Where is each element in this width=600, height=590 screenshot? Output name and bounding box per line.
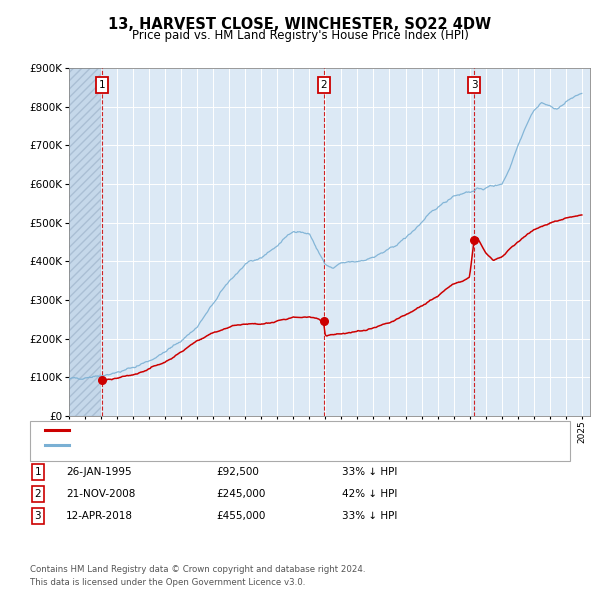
Text: 33% ↓ HPI: 33% ↓ HPI	[342, 467, 397, 477]
Text: Contains HM Land Registry data © Crown copyright and database right 2024.
This d: Contains HM Land Registry data © Crown c…	[30, 565, 365, 587]
Text: £245,000: £245,000	[216, 489, 265, 499]
Bar	[69, 68, 101, 416]
Text: 33% ↓ HPI: 33% ↓ HPI	[342, 511, 397, 520]
Text: 1: 1	[99, 80, 106, 90]
Text: 3: 3	[471, 80, 478, 90]
Text: 13, HARVEST CLOSE, WINCHESTER, SO22 4DW (detached house): 13, HARVEST CLOSE, WINCHESTER, SO22 4DW …	[74, 425, 392, 434]
Text: £455,000: £455,000	[216, 511, 265, 520]
Text: 2: 2	[320, 80, 327, 90]
Text: Price paid vs. HM Land Registry's House Price Index (HPI): Price paid vs. HM Land Registry's House …	[131, 30, 469, 42]
Text: 26-JAN-1995: 26-JAN-1995	[66, 467, 131, 477]
Text: £92,500: £92,500	[216, 467, 259, 477]
Text: 12-APR-2018: 12-APR-2018	[66, 511, 133, 520]
Text: HPI: Average price, detached house, Winchester: HPI: Average price, detached house, Winc…	[74, 441, 310, 450]
Text: 2: 2	[34, 489, 41, 499]
Text: 21-NOV-2008: 21-NOV-2008	[66, 489, 136, 499]
Text: 1: 1	[34, 467, 41, 477]
Text: 42% ↓ HPI: 42% ↓ HPI	[342, 489, 397, 499]
Text: 3: 3	[34, 511, 41, 520]
Text: 13, HARVEST CLOSE, WINCHESTER, SO22 4DW: 13, HARVEST CLOSE, WINCHESTER, SO22 4DW	[109, 17, 491, 31]
